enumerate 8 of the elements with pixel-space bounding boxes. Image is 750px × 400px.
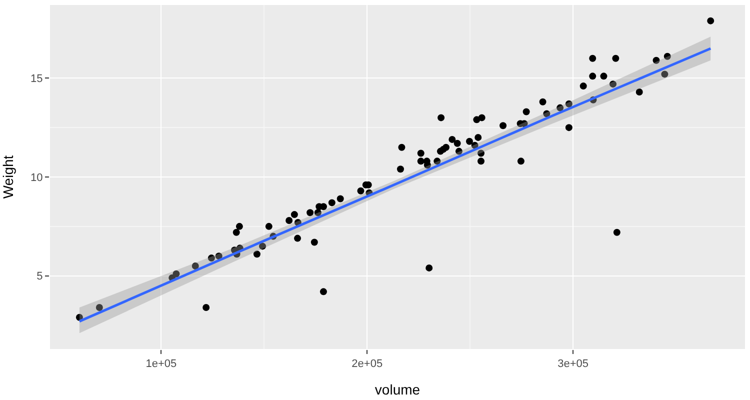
y-tick-label: 10 bbox=[30, 172, 43, 184]
x-tick-label: 1e+05 bbox=[146, 358, 177, 370]
x-axis-title: volume bbox=[374, 382, 420, 398]
y-tick-label: 5 bbox=[36, 270, 43, 283]
y-axis-title: Weight bbox=[0, 155, 16, 199]
y-tick-label: 15 bbox=[30, 73, 43, 85]
x-tick-label: 3e+05 bbox=[558, 358, 589, 370]
x-tick-label: 2e+05 bbox=[352, 358, 383, 370]
